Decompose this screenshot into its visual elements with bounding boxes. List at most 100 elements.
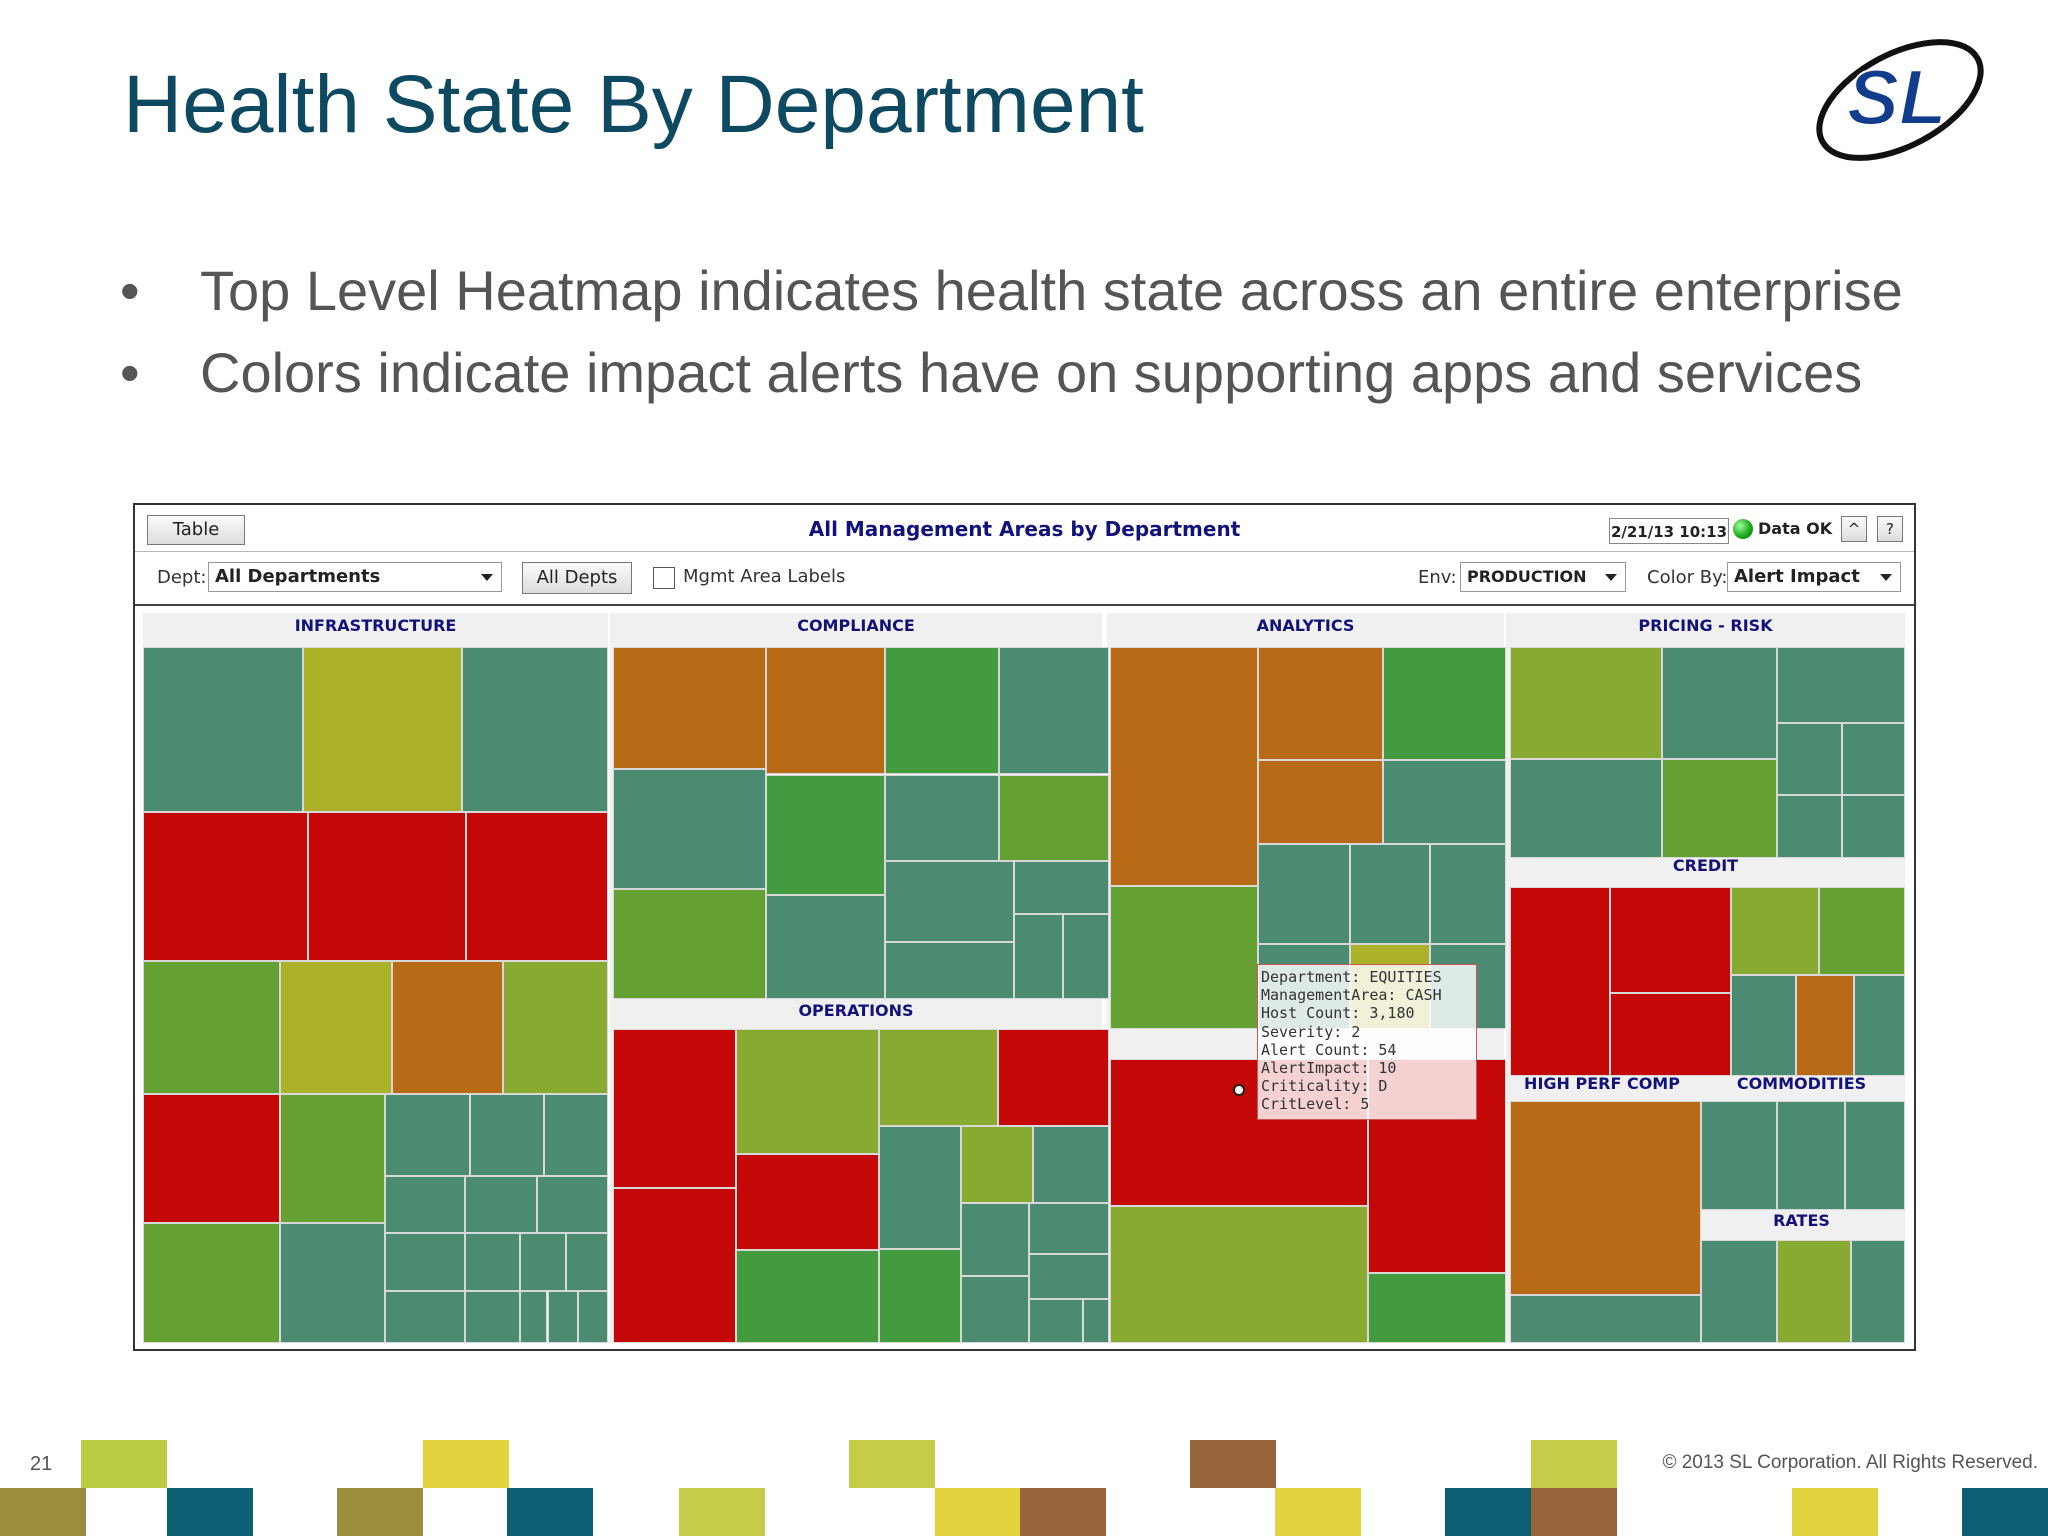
treemap-cell[interactable]: [143, 960, 281, 1094]
treemap-cell[interactable]: [391, 960, 503, 1094]
treemap-cell[interactable]: [878, 1125, 962, 1249]
treemap-cell[interactable]: [1110, 885, 1259, 1030]
treemap-cell[interactable]: [1730, 974, 1797, 1076]
treemap-cell[interactable]: [961, 1125, 1034, 1204]
treemap-cell[interactable]: [1509, 1101, 1701, 1296]
treemap-cell[interactable]: [999, 646, 1110, 775]
treemap-cell[interactable]: [1853, 974, 1905, 1076]
treemap-cell[interactable]: [1509, 1295, 1701, 1343]
treemap-cell[interactable]: [1013, 914, 1064, 1000]
treemap-cell[interactable]: [143, 1222, 281, 1343]
treemap-cell[interactable]: [1029, 1299, 1083, 1343]
treemap-cell[interactable]: [280, 1222, 386, 1343]
treemap-cell[interactable]: [520, 1291, 548, 1343]
treemap-cell[interactable]: [997, 1029, 1110, 1126]
treemap-cell[interactable]: [612, 769, 767, 890]
treemap-cell[interactable]: [885, 942, 1014, 1000]
treemap-cell[interactable]: [612, 1029, 736, 1188]
treemap-cell[interactable]: [1063, 914, 1110, 1000]
treemap-cell[interactable]: [543, 1093, 608, 1177]
treemap-cell[interactable]: [766, 894, 886, 1000]
treemap-cell[interactable]: [465, 1233, 520, 1292]
treemap-cell[interactable]: [385, 1291, 466, 1343]
treemap-cell[interactable]: [1844, 1101, 1905, 1210]
treemap-cell[interactable]: [1368, 1273, 1506, 1343]
env-select[interactable]: PRODUCTION: [1460, 562, 1626, 592]
treemap-cell[interactable]: [465, 1176, 537, 1234]
treemap-cell[interactable]: [1509, 759, 1662, 859]
treemap-cell[interactable]: [1029, 1253, 1110, 1300]
treemap-cell[interactable]: [1110, 646, 1259, 886]
treemap-cell[interactable]: [302, 646, 463, 812]
treemap-cell[interactable]: [612, 646, 767, 770]
treemap-cell[interactable]: [1610, 992, 1731, 1076]
treemap-cell[interactable]: [878, 1248, 962, 1343]
treemap-cell[interactable]: [1258, 844, 1350, 944]
treemap-cell[interactable]: [1700, 1239, 1777, 1343]
treemap-cell[interactable]: [1776, 1239, 1852, 1343]
treemap-cell[interactable]: [1429, 844, 1506, 944]
treemap-cell[interactable]: [1033, 1125, 1110, 1204]
treemap-cell[interactable]: [1796, 974, 1854, 1076]
treemap-cell[interactable]: [1842, 722, 1905, 796]
treemap-cell[interactable]: [961, 1275, 1030, 1343]
treemap-cell[interactable]: [1730, 886, 1819, 975]
treemap-cell[interactable]: [736, 1029, 879, 1155]
treemap-cell[interactable]: [280, 1093, 386, 1223]
help-button[interactable]: ?: [1877, 516, 1903, 542]
treemap-cell[interactable]: [1509, 646, 1662, 759]
treemap-cell[interactable]: [1700, 1101, 1777, 1210]
treemap-cell[interactable]: [736, 1154, 879, 1250]
treemap-cell[interactable]: [736, 1249, 879, 1343]
treemap-cell[interactable]: [143, 811, 308, 961]
treemap-cell[interactable]: [1013, 861, 1110, 915]
treemap-cell[interactable]: [1851, 1239, 1905, 1343]
treemap-cell[interactable]: [1842, 795, 1905, 859]
treemap-cell[interactable]: [385, 1093, 471, 1177]
treemap-cell[interactable]: [1349, 844, 1430, 944]
treemap-cell[interactable]: [1610, 886, 1731, 993]
all-depts-button[interactable]: All Depts: [522, 562, 632, 594]
treemap-cell[interactable]: [1776, 646, 1905, 723]
treemap-cell[interactable]: [1776, 722, 1843, 796]
treemap-cell[interactable]: [462, 646, 608, 812]
treemap-cell[interactable]: [1818, 886, 1905, 975]
dept-select[interactable]: All Departments: [208, 562, 502, 592]
table-button[interactable]: Table: [147, 515, 245, 545]
treemap-cell[interactable]: [577, 1291, 608, 1343]
treemap-cell[interactable]: [1509, 886, 1611, 1076]
treemap-cell[interactable]: [143, 646, 303, 812]
treemap-cell[interactable]: [143, 1093, 281, 1223]
treemap-cell[interactable]: [385, 1233, 466, 1292]
treemap-cell[interactable]: [766, 774, 886, 895]
treemap-cell[interactable]: [999, 774, 1110, 862]
treemap-cell[interactable]: [1258, 760, 1383, 845]
treemap-cell[interactable]: [502, 960, 608, 1094]
treemap-cell[interactable]: [1110, 1206, 1369, 1343]
treemap-cell[interactable]: [1661, 646, 1777, 759]
treemap-cell[interactable]: [1776, 795, 1843, 859]
treemap-cell[interactable]: [547, 1291, 578, 1343]
treemap-cell[interactable]: [961, 1203, 1030, 1276]
treemap-cell[interactable]: [280, 960, 392, 1094]
treemap-cell[interactable]: [565, 1233, 608, 1292]
treemap-cell[interactable]: [537, 1176, 608, 1234]
treemap-cell[interactable]: [612, 1187, 736, 1343]
colorby-select[interactable]: Alert Impact: [1727, 562, 1901, 592]
treemap-cell[interactable]: [1382, 646, 1506, 761]
treemap-cell[interactable]: [307, 811, 467, 961]
treemap-cell[interactable]: [885, 861, 1014, 943]
treemap-cell[interactable]: [1029, 1203, 1110, 1254]
treemap-cell[interactable]: [466, 811, 608, 961]
treemap-cell[interactable]: [612, 889, 767, 1000]
treemap-cell[interactable]: [520, 1233, 566, 1292]
up-button[interactable]: ^: [1841, 516, 1867, 542]
treemap-cell[interactable]: [385, 1176, 466, 1234]
treemap-cell[interactable]: [1082, 1299, 1110, 1343]
treemap-cell[interactable]: [885, 646, 1000, 775]
treemap-cell[interactable]: [1382, 760, 1506, 845]
treemap-cell[interactable]: [465, 1291, 520, 1343]
treemap-cell[interactable]: [470, 1093, 544, 1177]
treemap-cell[interactable]: [1661, 759, 1777, 859]
treemap-cell[interactable]: [766, 646, 886, 775]
